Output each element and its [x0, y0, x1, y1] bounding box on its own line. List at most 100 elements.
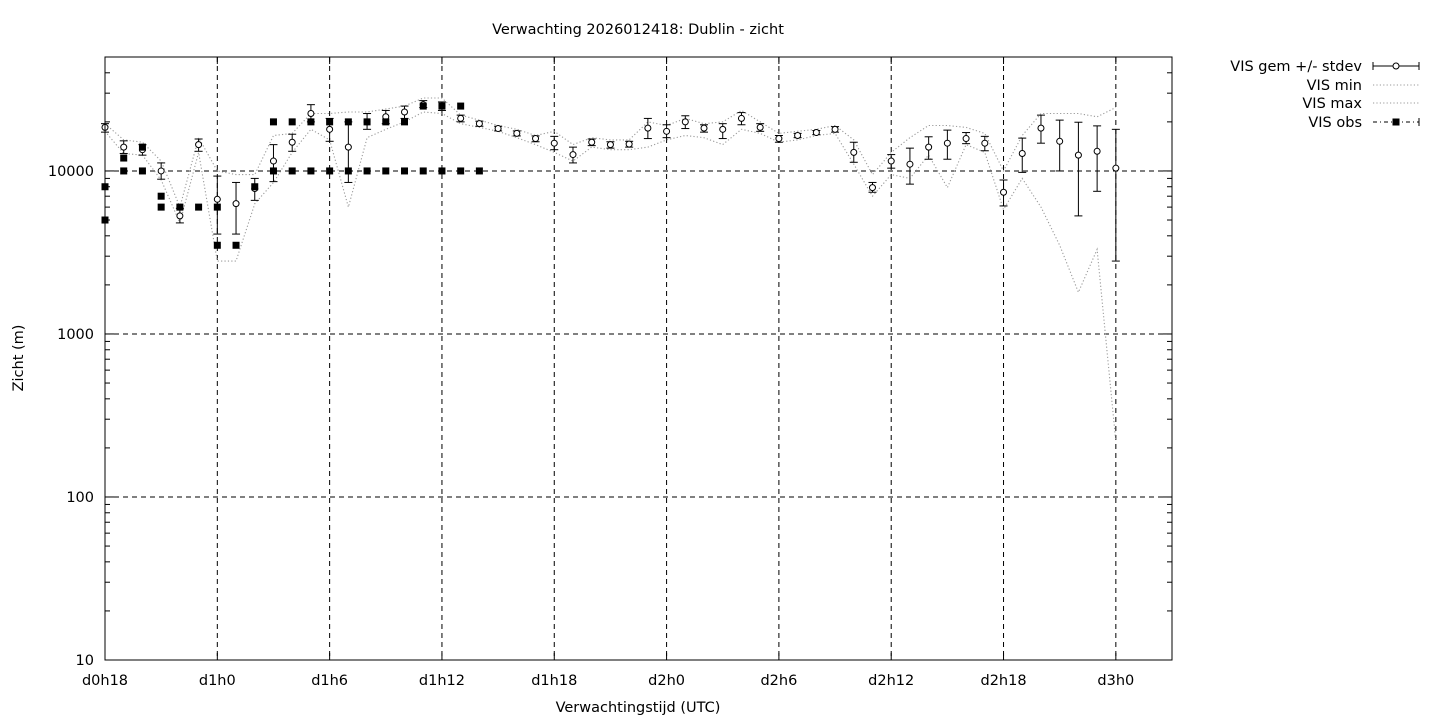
- obs-point: [138, 167, 146, 175]
- obs-point: [344, 118, 352, 126]
- obs-point: [438, 102, 446, 110]
- observation-points: [101, 102, 483, 249]
- mean-point: [1018, 149, 1026, 157]
- chart-title: Verwachting 2026012418: Dublin - zicht: [492, 22, 784, 38]
- vis-max-line: [104, 97, 1117, 209]
- mean-point: [719, 125, 727, 133]
- obs-point: [457, 102, 465, 110]
- obs-point: [157, 192, 165, 200]
- mean-point: [625, 140, 633, 148]
- x-tick-label: d1h0: [199, 673, 236, 689]
- obs-point: [382, 118, 390, 126]
- legend-label: VIS min: [1307, 78, 1362, 94]
- mean-point: [812, 129, 820, 137]
- mean-errorbars: [101, 100, 1120, 262]
- mean-point: [943, 139, 951, 147]
- legend-label: VIS obs: [1308, 115, 1362, 131]
- obs-point: [344, 167, 352, 175]
- obs-point: [438, 167, 446, 175]
- legend-label: VIS gem +/- stdev: [1230, 59, 1362, 75]
- obs-point: [419, 167, 427, 175]
- x-axis-label: Verwachtingstijd (UTC): [556, 700, 721, 716]
- obs-point: [307, 118, 315, 126]
- mean-point: [120, 143, 128, 151]
- mean-point: [887, 157, 895, 165]
- legend-swatch-marker: [1392, 62, 1400, 70]
- mean-point: [475, 120, 483, 128]
- mean-point: [775, 135, 783, 143]
- obs-point: [288, 118, 296, 126]
- mean-point: [588, 138, 596, 146]
- mean-point: [269, 157, 277, 165]
- y-tick-label: 1000: [57, 327, 94, 343]
- obs-point: [326, 167, 334, 175]
- min-max-lines: [104, 97, 1117, 442]
- obs-point: [269, 167, 277, 175]
- mean-point: [644, 124, 652, 132]
- mean-point: [1093, 147, 1101, 155]
- obs-point: [195, 203, 203, 211]
- mean-point: [532, 135, 540, 143]
- mean-point: [550, 139, 558, 147]
- mean-point: [157, 167, 165, 175]
- obs-point: [269, 118, 277, 126]
- legend: VIS gem +/- stdev VIS min VIS max VIS obs: [1230, 59, 1420, 131]
- mean-point: [195, 141, 203, 149]
- mean-point: [868, 184, 876, 192]
- x-tick-label: d1h18: [531, 673, 577, 689]
- y-tick-label: 10: [76, 653, 94, 669]
- mean-point: [925, 143, 933, 151]
- mean-point: [850, 148, 858, 156]
- obs-point: [382, 167, 390, 175]
- mean-point: [756, 123, 764, 131]
- mean-point: [906, 160, 914, 168]
- mean-point: [401, 108, 409, 116]
- legend-swatch-marker: [1392, 118, 1400, 126]
- axis-ticks: [104, 56, 1172, 661]
- mean-point: [513, 129, 521, 137]
- obs-point: [120, 154, 128, 162]
- obs-point: [419, 102, 427, 110]
- x-tick-label: d2h18: [980, 673, 1026, 689]
- y-tick-label: 100: [66, 490, 94, 506]
- obs-point: [363, 167, 371, 175]
- mean-point: [288, 138, 296, 146]
- vis-min-line: [104, 111, 1117, 442]
- x-tick-label: d0h18: [82, 673, 128, 689]
- mean-point: [494, 125, 502, 133]
- mean-point: [962, 135, 970, 143]
- mean-point: [1037, 124, 1045, 132]
- mean-point: [1000, 188, 1008, 196]
- mean-point: [457, 114, 465, 122]
- obs-point: [475, 167, 483, 175]
- mean-point: [981, 139, 989, 147]
- legend-label: VIS max: [1302, 96, 1362, 112]
- obs-point: [157, 203, 165, 211]
- mean-point: [344, 143, 352, 151]
- x-tick-label: d1h12: [419, 673, 465, 689]
- obs-point: [401, 167, 409, 175]
- mean-point: [794, 131, 802, 139]
- mean-point: [1074, 151, 1082, 159]
- grid-lines: [104, 57, 1172, 660]
- obs-point: [176, 203, 184, 211]
- obs-point: [457, 167, 465, 175]
- mean-point: [307, 110, 315, 118]
- plot-frame: [104, 56, 1173, 661]
- mean-point: [213, 195, 221, 203]
- mean-point: [1112, 164, 1120, 172]
- obs-point: [251, 183, 259, 191]
- x-tick-labels: d0h18 d1h0 d1h6 d1h12 d1h18 d2h0 d2h6 d2h12 d2h1…: [82, 673, 1134, 689]
- obs-point: [326, 118, 334, 126]
- mean-point: [232, 200, 240, 208]
- obs-point: [120, 167, 128, 175]
- mean-point: [1056, 137, 1064, 145]
- x-tick-label: d2h6: [760, 673, 797, 689]
- mean-point: [569, 151, 577, 159]
- mean-point: [681, 118, 689, 126]
- obs-point: [363, 118, 371, 126]
- y-tick-labels: 10 100 1000 10000: [48, 164, 94, 669]
- obs-point: [401, 118, 409, 126]
- obs-point: [138, 143, 146, 151]
